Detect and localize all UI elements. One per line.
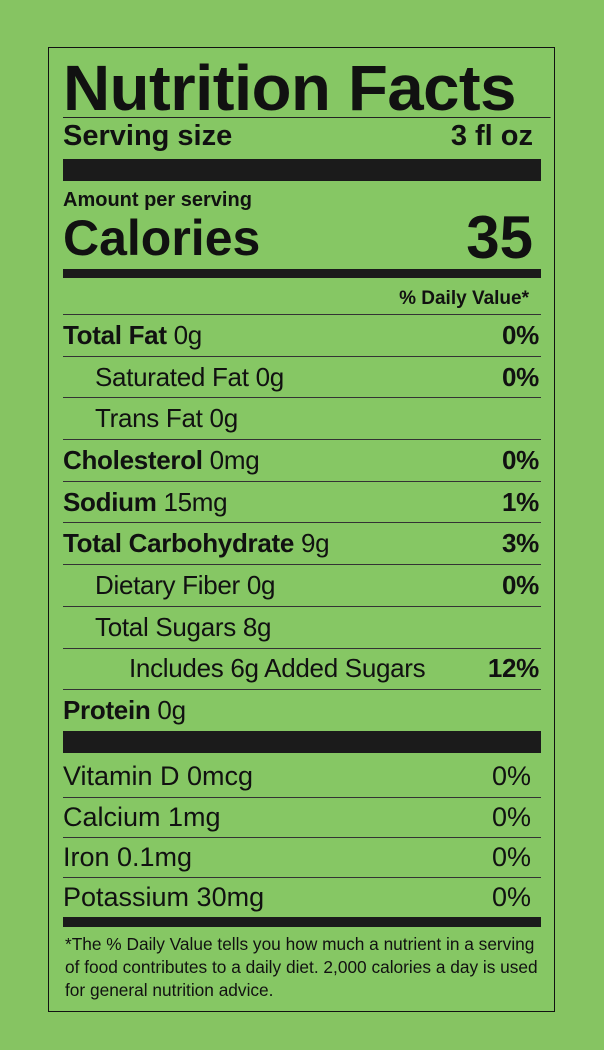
calories-row: Calories 35	[63, 204, 541, 271]
amount-per-serving: Amount per serving	[63, 189, 252, 211]
vitamin-daily-value: 0%	[491, 761, 531, 792]
nutrient-amount: 0g	[157, 695, 186, 726]
vitamin-row: Iron 0.1mg 0%	[63, 836, 541, 877]
nutrient-label: Protein 0g	[63, 695, 186, 726]
vitamin-row: Calcium 1mg 0%	[63, 796, 541, 837]
nutrient-label: Cholesterol 0mg	[63, 444, 260, 476]
serving-size-value: 3 fl oz	[450, 119, 533, 152]
nutrient-daily-value: 1%	[502, 486, 539, 517]
nutrient-amount: 0g	[209, 403, 239, 434]
vitamin-list: Vitamin D 0mcg 0% Calcium 1mg 0% Iron 0.1mg 0…	[63, 753, 541, 917]
vitamin-name: Potassium 30mg	[63, 881, 265, 912]
daily-value-header: % Daily Value*	[63, 278, 541, 314]
nutrient-amount: 0g	[255, 361, 285, 392]
nutrient-amount: 8g	[242, 611, 272, 642]
nutrient-name: Protein	[63, 695, 151, 726]
nutrient-name: Includes 6g Added Sugars	[129, 653, 426, 684]
vitamin-name: Vitamin D 0mcg	[63, 761, 254, 792]
nutrient-daily-value: 12%	[487, 653, 539, 684]
divider-medium	[63, 269, 541, 278]
nutrient-label: Total Fat 0g	[63, 320, 202, 351]
label-title: Nutrition Facts	[63, 48, 551, 120]
divider-thick	[63, 730, 541, 753]
nutrient-label: Total Carbohydrate 9g	[63, 528, 330, 559]
nutrition-facts-label: Nutrition Facts Serving size 3 fl oz Amo…	[48, 47, 555, 1012]
nutrient-row: Trans Fat 0g	[63, 397, 541, 439]
nutrient-label: Total Sugars 8g	[63, 611, 272, 643]
nutrient-daily-value: 0%	[502, 361, 539, 392]
nutrient-label: Saturated Fat 0g	[63, 362, 284, 393]
vitamin-daily-value: 0%	[491, 881, 531, 912]
footnote: *The % Daily Value tells you how much a …	[65, 933, 538, 1000]
nutrient-name: Total Fat	[63, 319, 167, 350]
nutrient-list: Total Fat 0g 0% Saturated Fat 0g 0% Trans Fa…	[63, 314, 541, 731]
serving-size-label: Serving size	[63, 119, 233, 152]
nutrient-row: Protein 0g	[63, 689, 541, 731]
daily-value-header-text: % Daily Value*	[399, 288, 529, 309]
vitamin-daily-value: 0%	[491, 841, 531, 872]
nutrient-daily-value: 3%	[502, 528, 539, 559]
nutrient-amount: 15mg	[163, 486, 228, 517]
calories-label: Calories	[63, 210, 261, 266]
vitamin-row: Potassium 30mg 0%	[63, 876, 541, 917]
nutrient-row: Cholesterol 0mg 0%	[63, 439, 541, 481]
divider-thick	[63, 159, 541, 181]
nutrient-daily-value: 0%	[502, 569, 539, 600]
nutrient-amount: 0g	[173, 319, 203, 350]
nutrient-name: Total Carbohydrate	[63, 528, 295, 559]
nutrient-label: Trans Fat 0g	[63, 403, 238, 434]
nutrient-row: Total Sugars 8g	[63, 605, 541, 648]
vitamin-name: Calcium 1mg	[63, 801, 221, 832]
nutrient-name: Trans Fat	[95, 403, 203, 434]
nutrient-daily-value: 0%	[502, 319, 539, 350]
nutrient-name: Dietary Fiber	[95, 569, 240, 600]
serving-size-row: Serving size 3 fl oz	[63, 118, 541, 154]
nutrient-row: Dietary Fiber 0g 0%	[63, 564, 541, 606]
nutrient-label: Includes 6g Added Sugars	[63, 653, 426, 684]
nutrient-row: Saturated Fat 0g 0%	[63, 355, 541, 398]
nutrient-amount: 0g	[246, 569, 276, 600]
nutrient-name: Sodium	[63, 486, 157, 517]
nutrient-label: Dietary Fiber 0g	[63, 570, 275, 601]
nutrient-row: Sodium 15mg 1%	[63, 480, 541, 523]
vitamin-daily-value: 0%	[491, 801, 531, 832]
nutrient-row: Total Carbohydrate 9g 3%	[63, 522, 541, 564]
nutrient-row: Total Fat 0g 0%	[63, 314, 541, 356]
nutrient-daily-value: 0%	[502, 444, 539, 475]
divider-medium	[63, 916, 541, 927]
vitamin-row: Vitamin D 0mcg 0%	[63, 757, 541, 797]
nutrient-name: Cholesterol	[63, 444, 203, 475]
nutrient-row: Includes 6g Added Sugars 12%	[63, 647, 541, 690]
nutrient-name: Saturated Fat	[95, 361, 249, 392]
nutrient-amount: 0mg	[209, 444, 260, 475]
vitamin-name: Iron 0.1mg	[63, 841, 193, 872]
nutrient-name: Total Sugars	[95, 611, 236, 642]
nutrient-amount: 9g	[300, 528, 330, 559]
nutrient-label: Sodium 15mg	[63, 486, 228, 518]
calories-value: 35	[466, 204, 533, 271]
